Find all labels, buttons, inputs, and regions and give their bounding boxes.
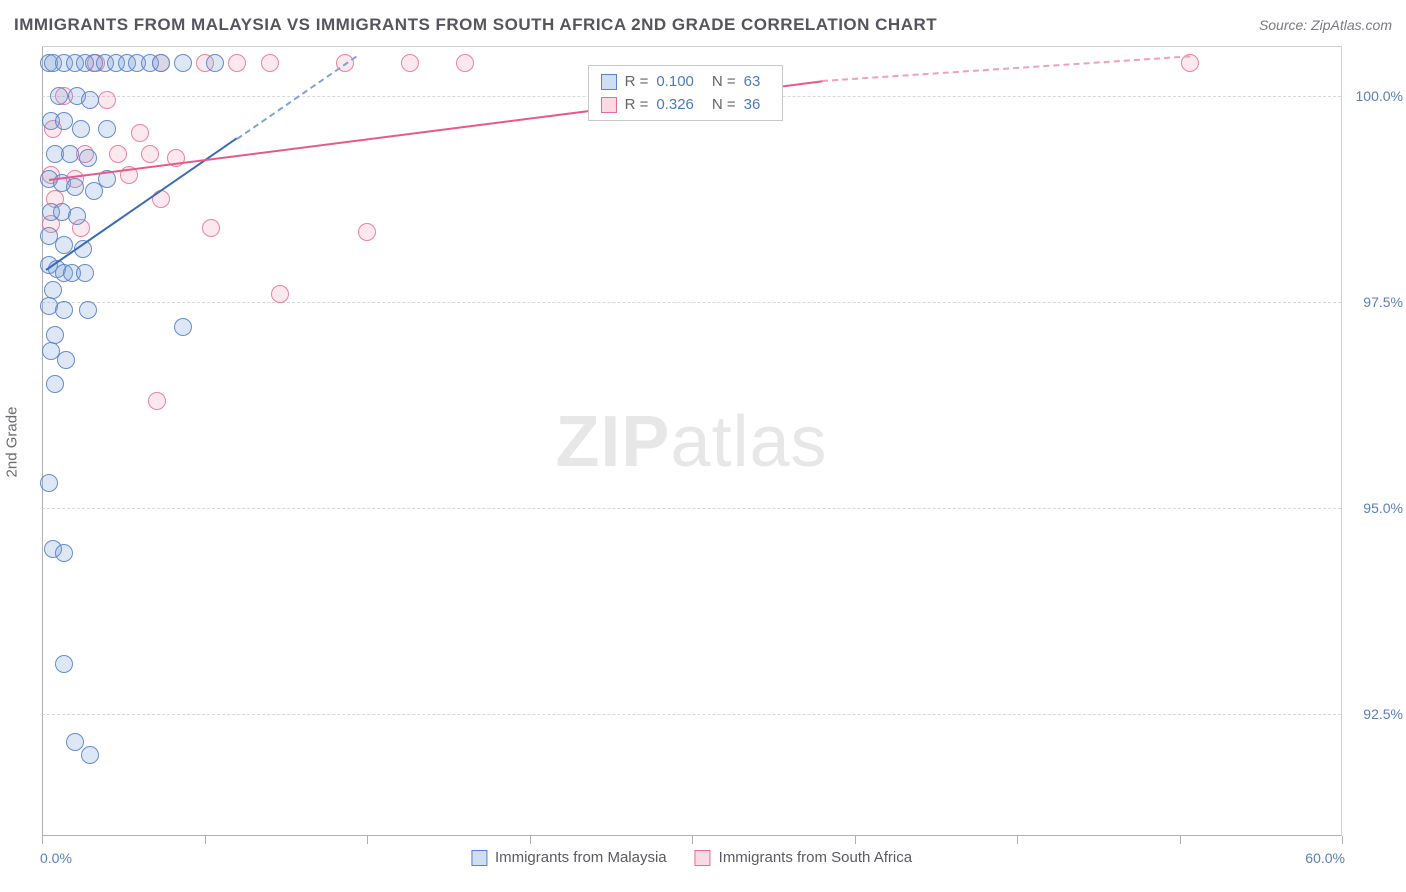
watermark: ZIPatlas (555, 401, 827, 483)
scatter-point-blue (61, 145, 79, 163)
y-tick-label: 97.5% (1347, 294, 1403, 310)
scatter-point-blue (68, 207, 86, 225)
source-name: ZipAtlas.com (1311, 17, 1392, 33)
legend: Immigrants from Malaysia Immigrants from… (471, 849, 912, 866)
legend-label-pink: Immigrants from South Africa (719, 849, 912, 866)
legend-item-pink: Immigrants from South Africa (695, 849, 912, 866)
scatter-point-blue (152, 54, 170, 72)
scatter-point-pink (261, 54, 279, 72)
chart-title: IMMIGRANTS FROM MALAYSIA VS IMMIGRANTS F… (14, 15, 937, 35)
scatter-point-blue (57, 351, 75, 369)
scatter-point-blue (44, 281, 62, 299)
legend-item-blue: Immigrants from Malaysia (471, 849, 667, 866)
scatter-point-pink (131, 124, 149, 142)
scatter-point-blue (50, 87, 68, 105)
scatter-point-blue (206, 54, 224, 72)
scatter-point-pink (358, 223, 376, 241)
trendline-pink-extrapolated (822, 55, 1190, 82)
scatter-point-blue (66, 733, 84, 751)
scatter-point-pink (456, 54, 474, 72)
stats-n-label: N = (712, 73, 736, 90)
scatter-point-pink (202, 219, 220, 237)
stats-r-label: R = (625, 73, 649, 90)
y-tick-label: 92.5% (1347, 706, 1403, 722)
source-prefix: Source: (1259, 17, 1311, 33)
legend-swatch-blue-icon (471, 850, 487, 866)
scatter-point-blue (174, 318, 192, 336)
y-tick-label: 95.0% (1347, 500, 1403, 516)
gridline-h (42, 508, 1341, 509)
scatter-point-pink (98, 91, 116, 109)
watermark-part1: ZIP (555, 402, 670, 482)
swatch-blue-icon (601, 74, 617, 90)
scatter-point-pink (141, 145, 159, 163)
x-tick (42, 836, 43, 844)
y-axis-title: 2nd Grade (4, 406, 21, 477)
gridline-h (42, 302, 1341, 303)
x-axis-end-label: 60.0% (1305, 850, 1345, 866)
stats-r-label: R = (625, 96, 649, 113)
scatter-point-blue (81, 91, 99, 109)
chart-header: IMMIGRANTS FROM MALAYSIA VS IMMIGRANTS F… (0, 0, 1406, 44)
scatter-point-blue (98, 120, 116, 138)
x-tick (1017, 836, 1018, 844)
scatter-point-pink (271, 285, 289, 303)
y-tick-label: 100.0% (1347, 88, 1403, 104)
scatter-point-blue (55, 301, 73, 319)
scatter-point-blue (79, 149, 97, 167)
source-attribution: Source: ZipAtlas.com (1259, 17, 1392, 33)
stats-pink-n: 36 (744, 96, 761, 113)
scatter-point-blue (46, 375, 64, 393)
scatter-point-blue (55, 544, 73, 562)
x-tick (367, 836, 368, 844)
scatter-point-blue (79, 301, 97, 319)
x-tick (1180, 836, 1181, 844)
stats-n-label: N = (712, 96, 736, 113)
stats-blue-n: 63 (744, 73, 761, 90)
scatter-point-blue (46, 326, 64, 344)
correlation-stats-box: R = 0.100 N = 63 R = 0.326 N = 36 (588, 65, 784, 121)
gridline-h (42, 714, 1341, 715)
legend-label-blue: Immigrants from Malaysia (495, 849, 667, 866)
swatch-pink-icon (601, 97, 617, 113)
watermark-part2: atlas (670, 402, 827, 482)
x-tick (1342, 836, 1343, 844)
x-tick (205, 836, 206, 844)
scatter-point-pink (109, 145, 127, 163)
scatter-point-blue (81, 746, 99, 764)
legend-swatch-pink-icon (695, 850, 711, 866)
stats-blue-r: 0.100 (656, 73, 694, 90)
x-axis-start-label: 0.0% (40, 850, 72, 866)
y-axis-line (42, 47, 43, 836)
scatter-point-blue (40, 474, 58, 492)
scatter-point-pink (148, 392, 166, 410)
x-tick (530, 836, 531, 844)
scatter-point-blue (55, 112, 73, 130)
scatter-point-blue (76, 264, 94, 282)
scatter-point-blue (66, 178, 84, 196)
x-tick (692, 836, 693, 844)
scatter-point-pink (228, 54, 246, 72)
x-tick (855, 836, 856, 844)
chart-plot-area: 2nd Grade 100.0%97.5%95.0%92.5% ZIPatlas… (42, 46, 1342, 836)
stats-pink-r: 0.326 (656, 96, 694, 113)
scatter-point-blue (174, 54, 192, 72)
scatter-point-blue (72, 120, 90, 138)
scatter-point-pink (401, 54, 419, 72)
stats-row-pink: R = 0.326 N = 36 (589, 93, 783, 116)
scatter-point-blue (55, 655, 73, 673)
stats-row-blue: R = 0.100 N = 63 (589, 70, 783, 93)
